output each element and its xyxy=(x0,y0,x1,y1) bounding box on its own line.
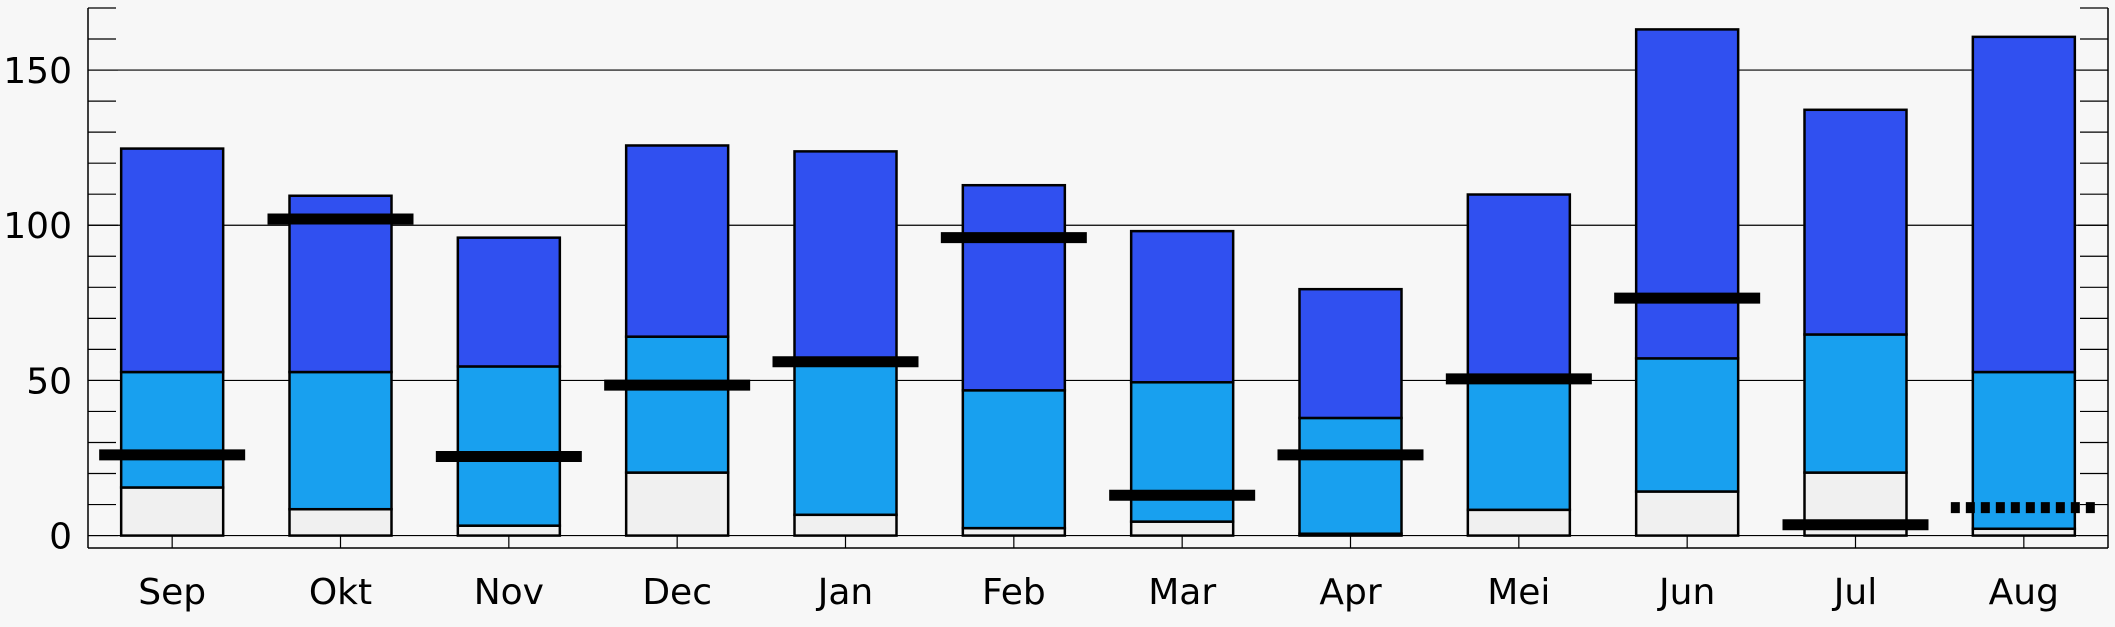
x-tick-label: Jun xyxy=(1657,572,1715,613)
y-tick-label: 150 xyxy=(3,51,72,92)
bar-segment xyxy=(1466,193,1572,382)
bar-segment xyxy=(1634,28,1740,360)
bar-segment xyxy=(1634,357,1740,493)
x-tick-label: Apr xyxy=(1319,572,1381,613)
bar-segment xyxy=(456,365,562,527)
bar-segment xyxy=(288,194,393,374)
bar-segment xyxy=(119,370,225,489)
bar-segment xyxy=(119,147,225,374)
bar-segment xyxy=(1129,229,1235,384)
x-tick-label: Dec xyxy=(642,572,712,613)
bar-segment xyxy=(456,236,562,368)
bar-segment xyxy=(793,513,898,537)
x-tick-label: Jul xyxy=(1832,572,1877,613)
bar-segment xyxy=(1466,378,1572,512)
x-tick-label: Mar xyxy=(1148,572,1216,613)
x-tick-label: Aug xyxy=(1989,572,2059,613)
bar-segment xyxy=(1803,108,1908,336)
x-tick-label: Mei xyxy=(1487,572,1550,613)
bar-segment xyxy=(1803,333,1908,474)
bar-segment xyxy=(288,507,393,537)
x-tick-label: Feb xyxy=(982,572,1046,613)
bar-segment xyxy=(456,524,562,537)
x-tick-label: Jan xyxy=(816,572,874,613)
bar-segment xyxy=(288,370,393,511)
x-tick-label: Okt xyxy=(309,572,372,613)
bar-segment xyxy=(1129,520,1235,537)
y-tick-label: 0 xyxy=(49,517,72,558)
bar-segment xyxy=(961,389,1067,530)
y-tick-label: 50 xyxy=(26,361,72,402)
x-tick-label: Nov xyxy=(474,572,544,613)
bar-segment xyxy=(1466,508,1572,537)
tick-labels: Sep Okt Nov Dec Jan Feb Mar Apr Mei Jun Jul Aug 0 50 1… xyxy=(3,51,2059,613)
reference-markers xyxy=(99,213,2097,531)
bar-segment xyxy=(624,471,730,537)
bar-segment xyxy=(793,150,898,366)
bar-segment xyxy=(793,363,898,517)
bars xyxy=(119,28,2077,537)
bar-segment xyxy=(1634,490,1740,537)
bar-segment xyxy=(1971,35,2077,374)
axes xyxy=(87,7,2109,549)
bar-segment xyxy=(119,486,225,537)
bar-segment xyxy=(624,144,730,338)
bar-segment xyxy=(961,183,1067,392)
gridlines xyxy=(88,69,2108,537)
bar-segment xyxy=(1298,416,1403,535)
y-tick-label: 100 xyxy=(3,206,72,247)
bar-segment xyxy=(1298,287,1403,420)
x-tick-label: Sep xyxy=(138,572,206,613)
bar-segment xyxy=(624,335,730,474)
